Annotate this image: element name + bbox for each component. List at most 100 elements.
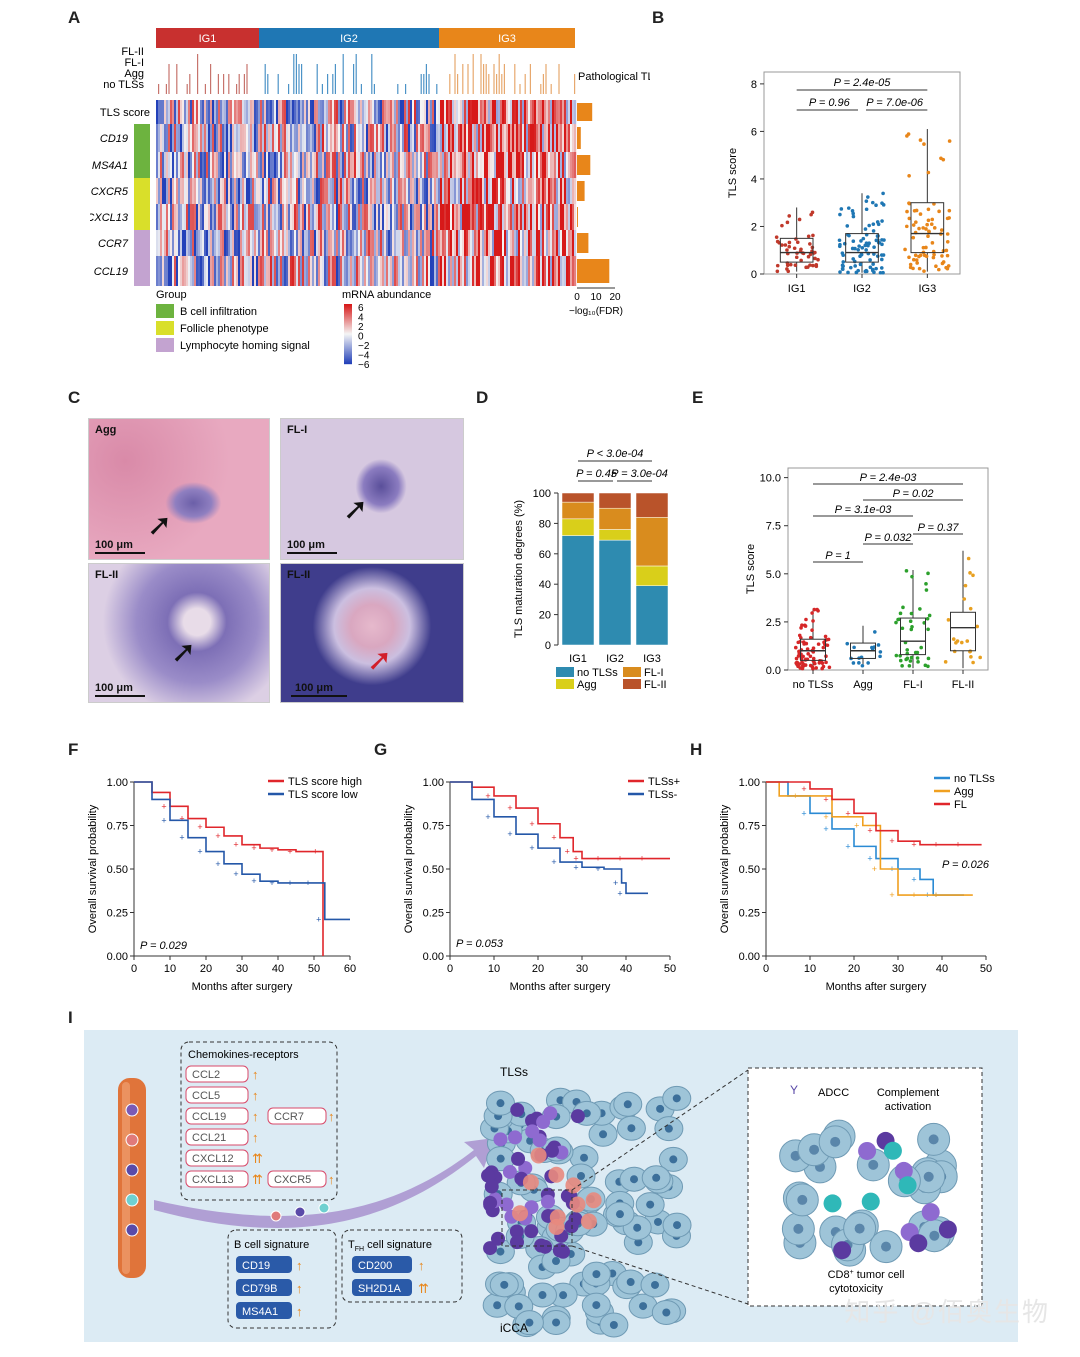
heatmap-cell <box>526 256 529 286</box>
heatmap-cell <box>458 100 461 124</box>
heatmap-cell <box>256 124 259 152</box>
heatmap-cell <box>176 124 179 152</box>
heatmap-cell <box>210 256 213 286</box>
heatmap-cell <box>302 178 305 204</box>
heatmap-cell <box>408 256 411 286</box>
heatmap-cell <box>482 152 485 178</box>
y-tick-label: 0 <box>545 640 551 652</box>
heatmap-cell <box>288 256 291 286</box>
heatmap-cell <box>328 256 331 286</box>
heatmap-cell <box>352 100 355 124</box>
heatmap-cell <box>478 152 481 178</box>
heatmap-cell <box>180 256 183 286</box>
micrograph-label: FL-II <box>95 569 119 581</box>
heatmap-cell <box>362 256 365 286</box>
heatmap-cell <box>404 124 407 152</box>
heatmap-cell <box>392 256 395 286</box>
heatmap-cell <box>168 178 171 204</box>
censor-mark: + <box>485 791 490 801</box>
abundance-scale-cell <box>344 331 352 333</box>
censor-mark: + <box>507 829 512 839</box>
heatmap-cell <box>172 256 175 286</box>
heatmap-cell <box>278 230 281 256</box>
heatmap-cell <box>198 152 201 178</box>
heatmap-cell <box>340 152 343 178</box>
data-point <box>851 211 855 216</box>
heatmap-cell <box>476 152 479 178</box>
tfh-cell <box>585 1192 602 1209</box>
data-point <box>947 208 952 213</box>
heatmap-cell <box>422 230 425 256</box>
data-point <box>808 263 812 267</box>
data-point <box>847 233 851 238</box>
heatmap-cell <box>442 204 445 230</box>
heatmap-cell <box>558 124 561 152</box>
heatmap-cell <box>250 178 253 204</box>
heatmap-cell <box>472 256 475 286</box>
abundance-scale-cell <box>344 334 352 336</box>
bar-segment-FL-II <box>598 492 632 509</box>
heatmap-cell <box>208 204 211 230</box>
data-point <box>915 650 920 655</box>
heatmap-cell <box>466 100 469 124</box>
heatmap-cell <box>528 230 531 256</box>
heatmap-cell <box>216 124 219 152</box>
data-point <box>914 220 918 224</box>
heatmap-cell <box>540 124 543 152</box>
heatmap-cell <box>458 124 461 152</box>
heatmap-cell <box>486 230 489 256</box>
heatmap-cell <box>456 256 459 286</box>
data-point <box>859 239 863 243</box>
heatmap-cell <box>228 100 231 124</box>
heatmap-cell <box>530 230 533 256</box>
heatmap-cell <box>216 178 219 204</box>
data-point <box>911 235 916 240</box>
heatmap-cell <box>168 256 171 286</box>
heatmap-cell <box>452 178 455 204</box>
zoom-tumor-nucleus <box>929 1230 940 1241</box>
heatmap-cell <box>522 230 525 256</box>
heatmap-cell <box>574 152 577 178</box>
heatmap-cell <box>514 230 517 256</box>
abundance-tick: 6 <box>358 303 364 314</box>
heatmap-cell <box>440 230 443 256</box>
heatmap-cell <box>166 204 169 230</box>
heatmap-cell <box>478 100 481 124</box>
abundance-scale-cell <box>344 351 352 353</box>
abundance-scale-cell <box>344 335 352 337</box>
heatmap-cell <box>198 230 201 256</box>
heatmap-cell <box>398 256 401 286</box>
heatmap-cell <box>356 230 359 256</box>
heatmap-cell <box>550 204 553 230</box>
heatmap-cell <box>492 100 495 124</box>
heatmap-cell <box>162 152 165 178</box>
fdr-tick: 20 <box>609 292 621 303</box>
heatmap-cell <box>206 100 209 124</box>
y-axis-label: Overall survival probability <box>719 804 731 933</box>
heatmap-cell <box>404 100 407 124</box>
heatmap-cell <box>344 230 347 256</box>
data-point <box>945 216 950 221</box>
heatmap-cell <box>172 152 175 178</box>
heatmap-cell <box>278 178 281 204</box>
heatmap-cell <box>430 152 433 178</box>
heatmap-cell <box>424 204 427 230</box>
abundance-scale-cell <box>344 313 352 315</box>
heatmap-cell <box>330 124 333 152</box>
heatmap-cell <box>238 256 241 286</box>
heatmap-cell <box>312 152 315 178</box>
heatmap-cell <box>436 178 439 204</box>
bar-segment-FL-I <box>561 501 595 520</box>
heatmap-cell <box>514 204 517 230</box>
tfh-title: TFH cell signature <box>348 1239 432 1253</box>
heatmap-cell <box>494 204 497 230</box>
zoom-immune-cell <box>861 1192 880 1211</box>
heatmap-cell <box>524 178 527 204</box>
heatmap-cell <box>478 256 481 286</box>
heatmap-cell <box>314 204 317 230</box>
heatmap-cell <box>418 152 421 178</box>
heatmap-cell <box>394 204 397 230</box>
heatmap-cell <box>310 100 313 124</box>
heatmap-cell <box>384 124 387 152</box>
